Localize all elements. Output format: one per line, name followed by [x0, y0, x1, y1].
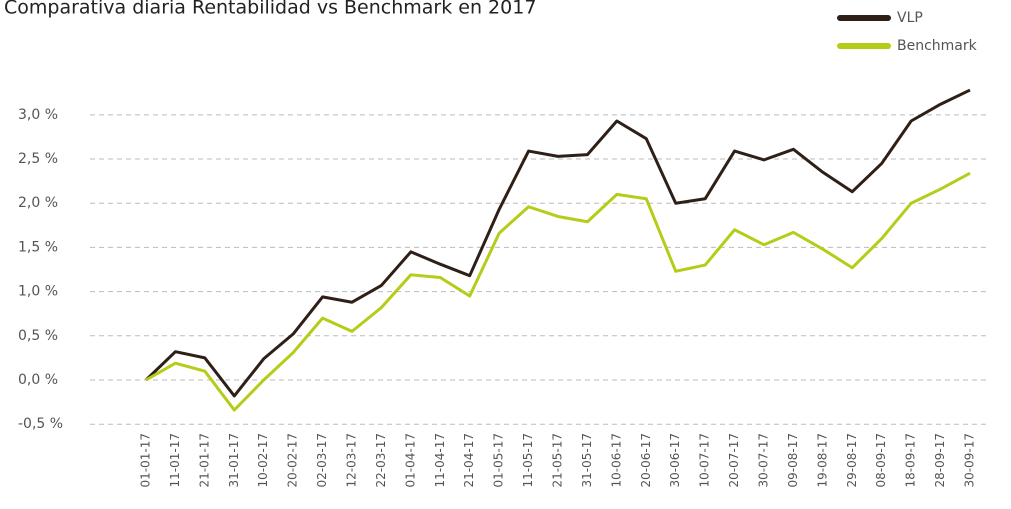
x-tick-label: 08-09-17	[874, 433, 888, 487]
y-tick-label: 2,5 %	[18, 151, 58, 167]
x-tick-label: 28-09-17	[933, 433, 947, 487]
x-tick-label: 20-02-17	[286, 433, 300, 487]
x-tick-label: 22-03-17	[374, 433, 388, 487]
x-tick-label: 11-01-17	[168, 433, 182, 487]
x-tick-label: 30-07-17	[757, 433, 771, 487]
x-tick-label: 29-08-17	[845, 433, 859, 487]
x-tick-label: 02-03-17	[315, 433, 329, 487]
x-tick-label: 18-09-17	[904, 433, 918, 487]
line-series	[144, 88, 971, 398]
x-tick-label: 01-05-17	[492, 433, 506, 487]
x-tick-label: 10-06-17	[609, 433, 623, 487]
y-tick-label: 1,5 %	[18, 239, 58, 255]
chart-title: Comparativa diaria Rentabilidad vs Bench…	[4, 0, 536, 19]
x-tick-label: 31-05-17	[580, 433, 594, 487]
x-tick-label: 09-08-17	[786, 433, 800, 487]
x-tick-label: 01-01-17	[139, 433, 153, 487]
x-tick-label: 21-04-17	[462, 433, 476, 487]
y-tick-label: 3,0 %	[18, 107, 58, 123]
x-tick-label: 20-06-17	[639, 433, 653, 487]
y-tick-label: 1,0 %	[18, 284, 58, 300]
x-tick-label: 20-07-17	[727, 433, 741, 487]
x-tick-label: 19-08-17	[815, 433, 829, 487]
x-tick-label: 12-03-17	[345, 433, 359, 487]
line-series	[145, 171, 971, 412]
y-tick-label: 0,5 %	[18, 328, 58, 344]
x-tick-label: 30-09-17	[963, 433, 977, 487]
y-tick-label: -0,5 %	[18, 416, 63, 432]
x-tick-label: 10-07-17	[698, 433, 712, 487]
legend-label: VLP	[897, 10, 923, 26]
x-tick-label: 30-06-17	[668, 433, 682, 487]
x-tick-label: 10-02-17	[256, 433, 270, 487]
y-tick-label: 0,0 %	[18, 372, 58, 388]
y-tick-label: 2,0 %	[18, 195, 58, 211]
x-tick-label: 01-04-17	[403, 433, 417, 487]
x-tick-label: 11-05-17	[521, 433, 535, 487]
legend-label: Benchmark	[897, 38, 978, 54]
x-tick-label: 21-01-17	[197, 433, 211, 487]
x-tick-label: 31-01-17	[227, 433, 241, 487]
x-tick-label: 21-05-17	[551, 433, 565, 487]
x-tick-label: 11-04-17	[433, 433, 447, 487]
